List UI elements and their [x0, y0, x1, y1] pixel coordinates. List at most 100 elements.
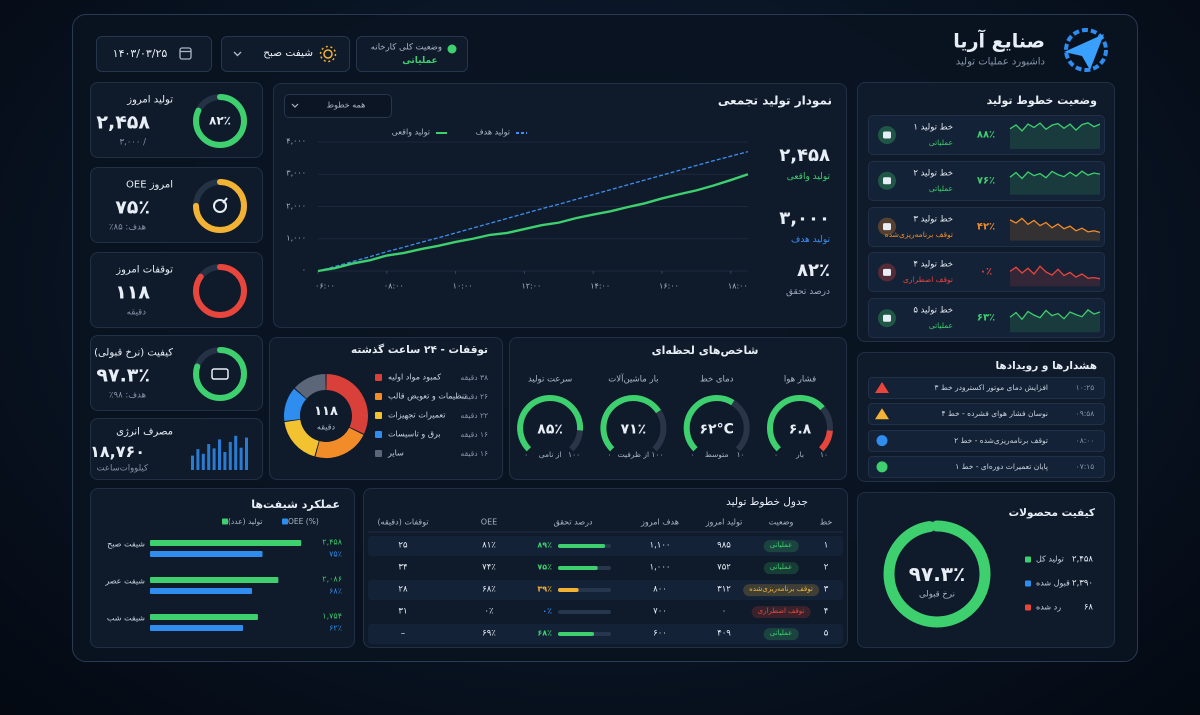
energy-bar — [196, 449, 200, 470]
legend-swatch — [375, 374, 382, 381]
legend-value: ۱۶ دقیقه — [460, 429, 488, 439]
panel-title: هشدارها و رویدادها — [995, 360, 1097, 373]
energy-bar — [239, 447, 243, 470]
line-row — [868, 206, 1105, 247]
alert-icon — [876, 435, 888, 447]
oee-bar — [150, 588, 252, 594]
bar-label: ۶۸٪ — [329, 586, 342, 596]
energy-bar — [245, 437, 248, 470]
legend-label: تولید (عدد) — [228, 516, 263, 526]
column-header: تولید امروز — [705, 517, 743, 527]
x-tick-label: ۱۴:۰۰ — [590, 281, 611, 291]
x-tick-label: ۱۰:۰۰ — [452, 281, 473, 291]
legend-label: رد شده — [1036, 602, 1062, 612]
cell: ۶۸٪ — [482, 584, 496, 595]
cell: ۳۱۲ — [717, 584, 731, 595]
header-title: صنایع آریا — [953, 30, 1045, 53]
cell: ۱,۱۰۰ — [649, 540, 671, 551]
column-header: هدف امروز — [641, 517, 679, 527]
legend-swatch — [1025, 556, 1031, 563]
panel-title: توقفات - ۲۴ ساعت گذشته — [351, 344, 488, 357]
gauge-max: ۱۰۰ — [651, 449, 664, 459]
alert-time: ۰۷:۱۵ — [1075, 461, 1095, 471]
cell: ۶۰۰ — [653, 628, 667, 639]
gauge-arc — [683, 395, 735, 452]
shift-name: شیفت عصر — [105, 576, 145, 586]
line-name: خط تولید ۴ — [913, 259, 953, 270]
legend-value: ۳۸ دقیقه — [460, 372, 488, 382]
kpi-value: ۹۷.۳٪ — [96, 364, 150, 387]
progress-label: ۸۹٪ — [537, 540, 552, 550]
column-header: خط — [819, 517, 833, 527]
kpi-value: ۱۸,۷۶۰ — [90, 442, 145, 462]
kpi-value: ۷۵٪ — [115, 196, 150, 219]
line-percent: ۷۶٪ — [976, 175, 996, 187]
panel-title: عملکرد شیفت‌ها — [251, 497, 340, 511]
progress-bar — [558, 588, 579, 592]
gauge-unit: بار — [796, 449, 804, 459]
sparkline — [1009, 265, 1101, 280]
ring-arc — [193, 179, 247, 233]
date-box[interactable] — [96, 36, 212, 72]
gauge-min: ۰ — [607, 449, 612, 459]
cell: ۶۹٪ — [482, 628, 496, 639]
column-header: توقفات (دقیقه) — [377, 517, 429, 527]
energy-bar — [207, 444, 211, 470]
alert-time: ۰۸:۰۰ — [1075, 435, 1095, 445]
gauge-value: ۷۱٪ — [620, 421, 647, 438]
line-icon-glyph — [883, 223, 891, 231]
series-line — [317, 173, 749, 273]
filter-select[interactable] — [284, 94, 392, 118]
kpi-icon — [222, 197, 228, 204]
line-status: عملیاتی — [928, 137, 953, 147]
sparkline-area — [1010, 122, 1100, 149]
line-status: عملیاتی — [928, 183, 953, 193]
sparkline — [1009, 170, 1101, 180]
kpi-title: تولید امروز — [127, 94, 173, 106]
panel-title: وضعیت خطوط تولید — [986, 93, 1097, 107]
energy-bar — [212, 448, 216, 470]
progress-track — [558, 610, 611, 614]
line-icon-glyph — [883, 314, 891, 322]
line-icon-glyph — [883, 177, 891, 185]
status-value: عملیاتی — [402, 56, 438, 67]
legend-value: ۲۲ دقیقه — [460, 410, 488, 420]
alert-text: نوسان فشار هوای فشرده - خط ۴ — [941, 409, 1049, 419]
y-tick-label: ۲,۰۰۰ — [286, 201, 306, 211]
logo-gear — [1064, 28, 1108, 72]
quality-rate: ۹۷.۳٪ — [908, 562, 966, 586]
legend-value: ۲,۳۹۰ — [1072, 578, 1093, 589]
legend-swatch — [1025, 580, 1031, 587]
kpi-card — [90, 252, 263, 328]
donut-segment — [284, 388, 307, 421]
chevron — [233, 51, 242, 57]
series-line — [317, 151, 749, 272]
y-tick-label: ۰ — [301, 265, 306, 275]
cell: ۷۵۲ — [717, 562, 731, 573]
panel-title: کیفیت محصولات — [1008, 507, 1095, 520]
kpi-icon — [213, 199, 227, 213]
alert-time: ۱۰:۲۵ — [1075, 382, 1095, 392]
energy-bar — [228, 441, 232, 470]
line-status: عملیاتی — [928, 321, 953, 331]
gauge-min: ۰ — [524, 449, 529, 459]
energy-bar — [218, 439, 221, 470]
alert-row[interactable] — [868, 403, 1105, 426]
y-tick-label: ۱,۰۰۰ — [286, 233, 306, 243]
stat-label: درصد تحقق — [786, 287, 830, 298]
shift-label: شیفت صبح — [263, 47, 313, 60]
sparkline — [1009, 309, 1101, 321]
alert-row[interactable] — [868, 455, 1105, 478]
legend-swatch — [375, 450, 382, 457]
kpi-title: کیفیت (نرخ قبولی) — [94, 347, 173, 359]
sparkline-area — [1010, 309, 1100, 333]
line-row — [868, 298, 1105, 339]
legend-swatch — [375, 412, 382, 419]
alert-row[interactable] — [868, 429, 1105, 452]
cell: ۸۱٪ — [482, 540, 496, 551]
shift-select[interactable] — [221, 36, 350, 72]
alert-row[interactable] — [868, 377, 1105, 399]
x-tick-label: ۱۲:۰۰ — [521, 281, 542, 291]
line-name: خط تولید ۲ — [913, 168, 953, 179]
